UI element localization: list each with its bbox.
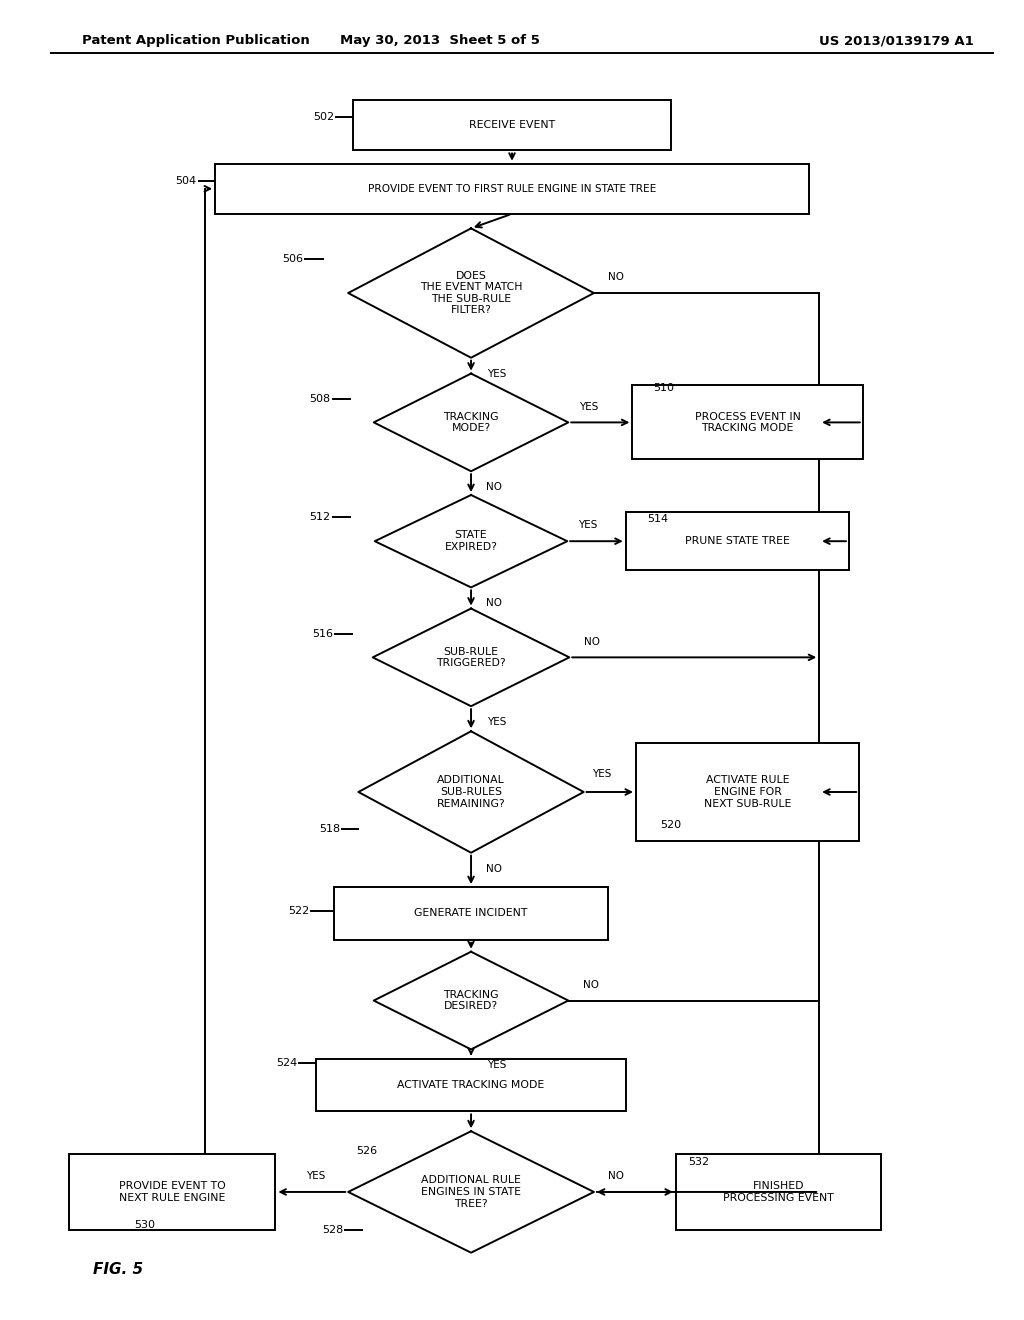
Text: 504: 504	[175, 176, 197, 186]
Text: 524: 524	[275, 1057, 297, 1068]
Text: 520: 520	[660, 820, 681, 830]
Polygon shape	[348, 228, 594, 358]
FancyBboxPatch shape	[215, 164, 809, 214]
Text: YES: YES	[593, 768, 611, 779]
Text: May 30, 2013  Sheet 5 of 5: May 30, 2013 Sheet 5 of 5	[340, 34, 541, 48]
Text: NO: NO	[608, 272, 625, 282]
Text: YES: YES	[579, 520, 597, 531]
FancyBboxPatch shape	[636, 743, 859, 841]
Text: YES: YES	[487, 1060, 506, 1071]
FancyBboxPatch shape	[334, 887, 608, 940]
Polygon shape	[348, 1131, 594, 1253]
Text: PROCESS EVENT IN
TRACKING MODE: PROCESS EVENT IN TRACKING MODE	[694, 412, 801, 433]
Polygon shape	[358, 731, 584, 853]
Text: PROVIDE EVENT TO
NEXT RULE ENGINE: PROVIDE EVENT TO NEXT RULE ENGINE	[119, 1181, 225, 1203]
Text: TRACKING
DESIRED?: TRACKING DESIRED?	[443, 990, 499, 1011]
Text: PRUNE STATE TREE: PRUNE STATE TREE	[685, 536, 790, 546]
Text: ACTIVATE RULE
ENGINE FOR
NEXT SUB-RULE: ACTIVATE RULE ENGINE FOR NEXT SUB-RULE	[703, 775, 792, 809]
Text: 506: 506	[282, 253, 303, 264]
Text: YES: YES	[487, 717, 506, 727]
Polygon shape	[375, 495, 567, 587]
Text: 526: 526	[356, 1146, 378, 1156]
Text: TRACKING
MODE?: TRACKING MODE?	[443, 412, 499, 433]
Text: 502: 502	[312, 112, 334, 123]
Text: 518: 518	[318, 824, 340, 834]
FancyBboxPatch shape	[353, 100, 671, 150]
FancyBboxPatch shape	[316, 1059, 626, 1111]
Text: US 2013/0139179 A1: US 2013/0139179 A1	[818, 34, 974, 48]
Text: 530: 530	[134, 1220, 156, 1230]
Text: 516: 516	[311, 628, 333, 639]
Text: YES: YES	[306, 1171, 325, 1181]
FancyBboxPatch shape	[69, 1154, 275, 1230]
Text: DOES
THE EVENT MATCH
THE SUB-RULE
FILTER?: DOES THE EVENT MATCH THE SUB-RULE FILTER…	[420, 271, 522, 315]
Text: NO: NO	[608, 1171, 625, 1181]
Text: 528: 528	[322, 1225, 343, 1236]
Text: Patent Application Publication: Patent Application Publication	[82, 34, 309, 48]
Text: 532: 532	[688, 1156, 710, 1167]
Text: ADDITIONAL RULE
ENGINES IN STATE
TREE?: ADDITIONAL RULE ENGINES IN STATE TREE?	[421, 1175, 521, 1209]
Text: FINISHED
PROCESSING EVENT: FINISHED PROCESSING EVENT	[723, 1181, 834, 1203]
Polygon shape	[374, 374, 568, 471]
Text: RECEIVE EVENT: RECEIVE EVENT	[469, 120, 555, 131]
Text: NO: NO	[485, 598, 502, 609]
Text: GENERATE INCIDENT: GENERATE INCIDENT	[415, 908, 527, 919]
FancyBboxPatch shape	[676, 1154, 881, 1230]
Text: ACTIVATE TRACKING MODE: ACTIVATE TRACKING MODE	[397, 1080, 545, 1090]
Text: 510: 510	[653, 383, 674, 393]
FancyBboxPatch shape	[626, 512, 849, 570]
Text: NO: NO	[485, 863, 502, 874]
Text: 522: 522	[288, 906, 309, 916]
Text: 508: 508	[309, 393, 331, 404]
FancyBboxPatch shape	[632, 385, 862, 459]
Polygon shape	[373, 609, 569, 706]
Text: NO: NO	[583, 979, 599, 990]
Text: SUB-RULE
TRIGGERED?: SUB-RULE TRIGGERED?	[436, 647, 506, 668]
Polygon shape	[374, 952, 568, 1049]
Text: FIG. 5: FIG. 5	[93, 1262, 142, 1278]
Text: PROVIDE EVENT TO FIRST RULE ENGINE IN STATE TREE: PROVIDE EVENT TO FIRST RULE ENGINE IN ST…	[368, 183, 656, 194]
Text: YES: YES	[487, 368, 506, 379]
Text: NO: NO	[584, 636, 600, 647]
Text: STATE
EXPIRED?: STATE EXPIRED?	[444, 531, 498, 552]
Text: 512: 512	[309, 512, 331, 523]
Text: 514: 514	[647, 513, 668, 524]
Text: ADDITIONAL
SUB-RULES
REMAINING?: ADDITIONAL SUB-RULES REMAINING?	[436, 775, 506, 809]
Text: YES: YES	[580, 401, 598, 412]
Text: NO: NO	[485, 482, 502, 492]
